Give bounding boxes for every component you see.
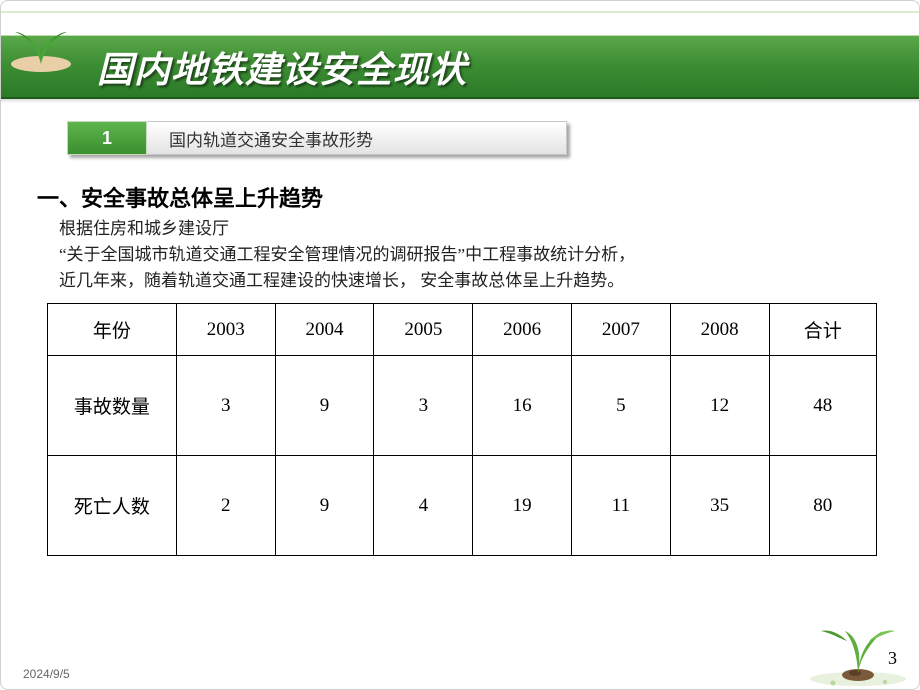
- section-number: 1: [67, 121, 147, 155]
- section-bar: 1 国内轨道交通安全事故形势: [67, 121, 567, 155]
- heading: 一、安全事故总体呈上升趋势: [37, 181, 323, 213]
- col-header: 2003: [176, 304, 275, 356]
- row-total: 80: [769, 456, 876, 556]
- title-band: 国内地铁建设安全现状: [1, 35, 919, 99]
- accident-table: 年份 2003 2004 2005 2006 2007 2008 合计 事故数量…: [47, 303, 877, 556]
- row-total: 48: [769, 356, 876, 456]
- cell: 12: [670, 356, 769, 456]
- slide: 国内地铁建设安全现状 1 国内轨道交通安全事故形势 一、安全事故总体呈上升趋势 …: [0, 0, 920, 690]
- cell: 19: [473, 456, 572, 556]
- footer-date: 2024/9/5: [23, 667, 70, 681]
- row-header-label: 年份: [48, 304, 177, 356]
- table-row: 年份 2003 2004 2005 2006 2007 2008 合计: [48, 304, 877, 356]
- cell: 11: [571, 456, 670, 556]
- col-header: 2005: [374, 304, 473, 356]
- body-line-1: 根据住房和城乡建设厅: [59, 219, 229, 238]
- cell: 3: [176, 356, 275, 456]
- cell: 35: [670, 456, 769, 556]
- slide-title: 国内地铁建设安全现状: [97, 41, 467, 93]
- col-header: 2006: [473, 304, 572, 356]
- decorative-line: [1, 11, 919, 13]
- row-label: 死亡人数: [48, 456, 177, 556]
- table-row: 死亡人数 2 9 4 19 11 35 80: [48, 456, 877, 556]
- col-header: 2008: [670, 304, 769, 356]
- total-header: 合计: [769, 304, 876, 356]
- cell: 5: [571, 356, 670, 456]
- sprout-icon: [803, 597, 913, 687]
- section-label: 国内轨道交通安全事故形势: [147, 121, 567, 155]
- cell: 16: [473, 356, 572, 456]
- row-label: 事故数量: [48, 356, 177, 456]
- table-row: 事故数量 3 9 3 16 5 12 48: [48, 356, 877, 456]
- cell: 9: [275, 356, 374, 456]
- body-text: 根据住房和城乡建设厅 “关于全国城市轨道交通工程安全管理情况的调研报告”中工程事…: [59, 216, 869, 294]
- col-header: 2007: [571, 304, 670, 356]
- cell: 2: [176, 456, 275, 556]
- cell: 3: [374, 356, 473, 456]
- body-line-2: “关于全国城市轨道交通工程安全管理情况的调研报告”中工程事故统计分析，: [59, 245, 635, 264]
- col-header: 2004: [275, 304, 374, 356]
- cell: 9: [275, 456, 374, 556]
- cell: 4: [374, 456, 473, 556]
- plant-icon: [7, 14, 85, 74]
- body-line-3: 近几年来，随着轨道交通工程建设的快速增长， 安全事故总体呈上升趋势。: [59, 271, 624, 290]
